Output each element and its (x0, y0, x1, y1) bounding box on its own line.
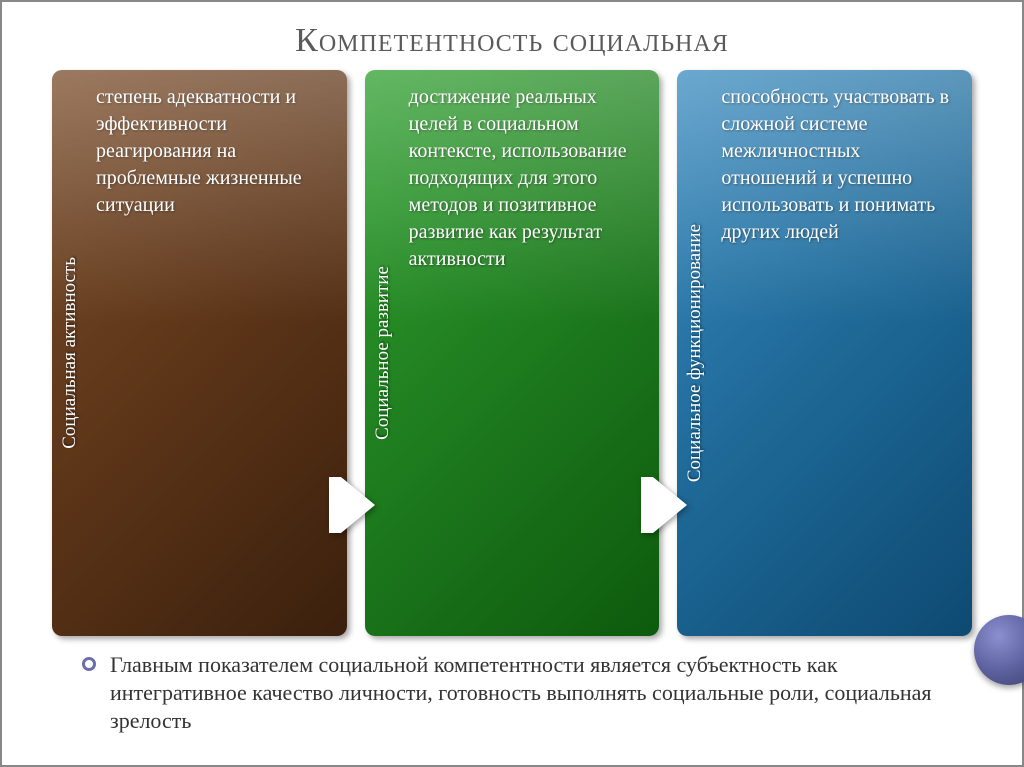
card-social-activity: Социальная активность степень адекватнос… (52, 70, 347, 636)
card-social-development: Социальное развитие достижение реальных … (365, 70, 660, 636)
slide-title: Компетентность социальная (52, 22, 972, 60)
card-label-strip: Социальная активность (52, 70, 88, 636)
cards-row: Социальная активность степень адекватнос… (52, 70, 972, 636)
card-body: способность участвовать в сложной систем… (713, 70, 972, 636)
card-label: Социальное развитие (372, 254, 394, 452)
card-label: Социальное функционирование (684, 212, 706, 494)
footer-bullet-row: Главным показателем социальной компетент… (52, 651, 972, 735)
footer-text: Главным показателем социальной компетент… (110, 651, 962, 735)
slide-container: Компетентность социальная Социальная акт… (2, 2, 1022, 765)
card-body: степень адекватности и эффективности реа… (88, 70, 347, 636)
card-label-strip: Социальное функционирование (677, 70, 713, 636)
card-label-strip: Социальное развитие (365, 70, 401, 636)
card-body: достижение реальных целей в социальном к… (401, 70, 660, 636)
arrow-icon (341, 477, 375, 533)
card-social-functioning: Социальное функционирование способность … (677, 70, 972, 636)
arrow-icon (653, 477, 687, 533)
card-label: Социальная активность (59, 245, 81, 461)
bullet-icon (82, 657, 96, 671)
